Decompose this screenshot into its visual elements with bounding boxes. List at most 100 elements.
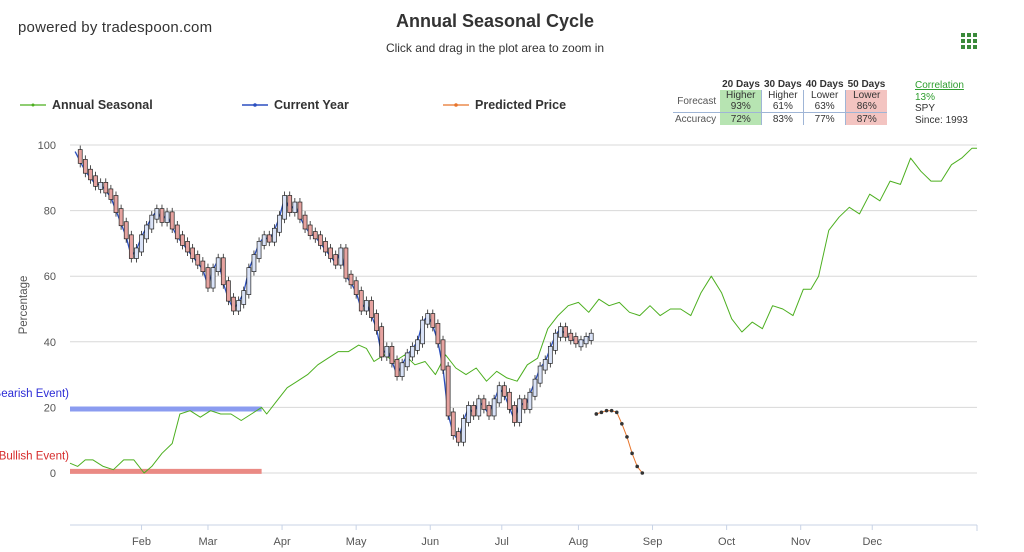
x-tick-label: Nov xyxy=(791,536,811,548)
predicted-point xyxy=(599,410,604,415)
candle-body xyxy=(410,346,415,358)
stats-col-header: 30 Days xyxy=(763,78,802,90)
stats-col-header: 20 Days xyxy=(722,78,760,90)
x-tick-label: Apr xyxy=(273,536,290,548)
y-tick-label: 40 xyxy=(44,337,56,349)
candle-body xyxy=(251,254,257,272)
candle-body xyxy=(169,211,175,230)
predicted-point xyxy=(614,410,619,415)
candle-body xyxy=(501,385,507,397)
predicted-point xyxy=(625,435,629,439)
forecast-cell: Higher 93% xyxy=(720,90,763,113)
legend-swatch xyxy=(443,103,469,107)
candle-body xyxy=(389,346,395,364)
candle-body xyxy=(583,336,589,345)
series-line-predicted-price xyxy=(596,410,643,474)
candle-body xyxy=(200,260,206,272)
candle-body xyxy=(77,149,83,164)
candle-body xyxy=(210,267,216,289)
y-tick-label: 20 xyxy=(44,402,56,414)
accuracy-cell: 72% xyxy=(720,112,763,125)
candle-body xyxy=(159,208,165,223)
series-line-current-year xyxy=(74,151,592,441)
candle-body xyxy=(440,339,446,371)
brand-text: powered by tradespoon.com xyxy=(18,19,213,36)
candle-body xyxy=(164,211,170,223)
correlation-panel: Correlation 13% SPY Since: 1993 xyxy=(915,80,968,126)
candle-body xyxy=(522,398,528,410)
forecast-accuracy-table: 20 Days 30 Days 40 Days 50 Days Forecast… xyxy=(673,78,888,125)
correlation-link[interactable]: Correlation xyxy=(915,80,964,91)
legend-item-current-year[interactable]: Current Year xyxy=(242,98,349,112)
candle-body xyxy=(384,346,390,358)
candle-body xyxy=(180,234,185,246)
candle-body xyxy=(302,214,308,230)
legend-item-annual-seasonal[interactable]: Annual Seasonal xyxy=(20,98,153,112)
candle-body xyxy=(420,319,425,345)
candle-body xyxy=(108,188,114,200)
candle-body xyxy=(144,224,149,240)
candle-body xyxy=(415,339,420,351)
candle-body xyxy=(435,323,441,345)
candle-body xyxy=(481,398,487,410)
legend-item-predicted-price[interactable]: Predicted Price xyxy=(443,98,566,112)
candle-body xyxy=(292,201,298,213)
candle-body xyxy=(93,175,98,187)
candle-body xyxy=(246,267,252,295)
candle-body xyxy=(358,290,364,312)
candle-body xyxy=(220,257,226,286)
x-tick-label: Sep xyxy=(643,536,663,548)
candle-body xyxy=(307,224,313,236)
forecast-cell: Lower 63% xyxy=(803,90,847,113)
candle-body xyxy=(88,168,93,181)
candle-body xyxy=(578,339,584,348)
candle-body xyxy=(297,201,303,220)
predicted-point xyxy=(594,412,599,416)
candle-body xyxy=(287,195,293,213)
accuracy-cell: 83% xyxy=(761,112,805,125)
candle-body xyxy=(348,273,354,286)
candle-body xyxy=(113,195,119,213)
candle-body xyxy=(343,247,349,279)
candle-body xyxy=(491,398,497,417)
candle-body xyxy=(573,336,579,345)
candle-body xyxy=(374,313,379,332)
hamburger-grid-icon[interactable] xyxy=(961,33,977,49)
legend-swatch xyxy=(20,103,46,107)
candle-body xyxy=(430,313,436,328)
candle-body xyxy=(185,241,190,253)
forecast-row: Forecast Higher 93% Higher 61% Lower 63% Lo… xyxy=(673,90,888,113)
candle-body xyxy=(445,365,451,417)
candle-body xyxy=(404,352,410,368)
candle-body xyxy=(190,247,195,259)
candle-body xyxy=(476,398,482,417)
candle-body xyxy=(455,431,461,443)
candle-body xyxy=(532,378,538,397)
forecast-label: Forecast xyxy=(673,90,721,113)
candle-body xyxy=(542,359,548,371)
candle-body xyxy=(103,182,109,194)
legend-label: Predicted Price xyxy=(475,98,567,112)
candle-body xyxy=(154,208,160,220)
candle-body xyxy=(333,254,339,266)
symbol-label: SPY xyxy=(915,103,936,114)
candle-body xyxy=(486,405,492,417)
candle-body xyxy=(318,234,323,246)
candle-body xyxy=(226,280,231,302)
since-label: Since: 1993 xyxy=(915,114,968,126)
series-line-annual-seasonal xyxy=(69,147,977,474)
candle-body xyxy=(118,208,124,227)
candle-body xyxy=(205,267,211,289)
stats-header-row: 20 Days 30 Days 40 Days 50 Days xyxy=(673,78,887,90)
candle-body xyxy=(139,234,144,253)
candle-body xyxy=(461,418,466,443)
candle-body xyxy=(272,227,277,243)
candle-body xyxy=(512,405,517,423)
x-tick-label: Oct xyxy=(718,536,735,548)
candle-body xyxy=(379,326,385,358)
candle-body xyxy=(277,214,282,233)
y-tick-label: 0 xyxy=(50,468,56,480)
candle-body xyxy=(261,234,267,246)
legend-label: Annual Seasonal xyxy=(52,98,153,112)
